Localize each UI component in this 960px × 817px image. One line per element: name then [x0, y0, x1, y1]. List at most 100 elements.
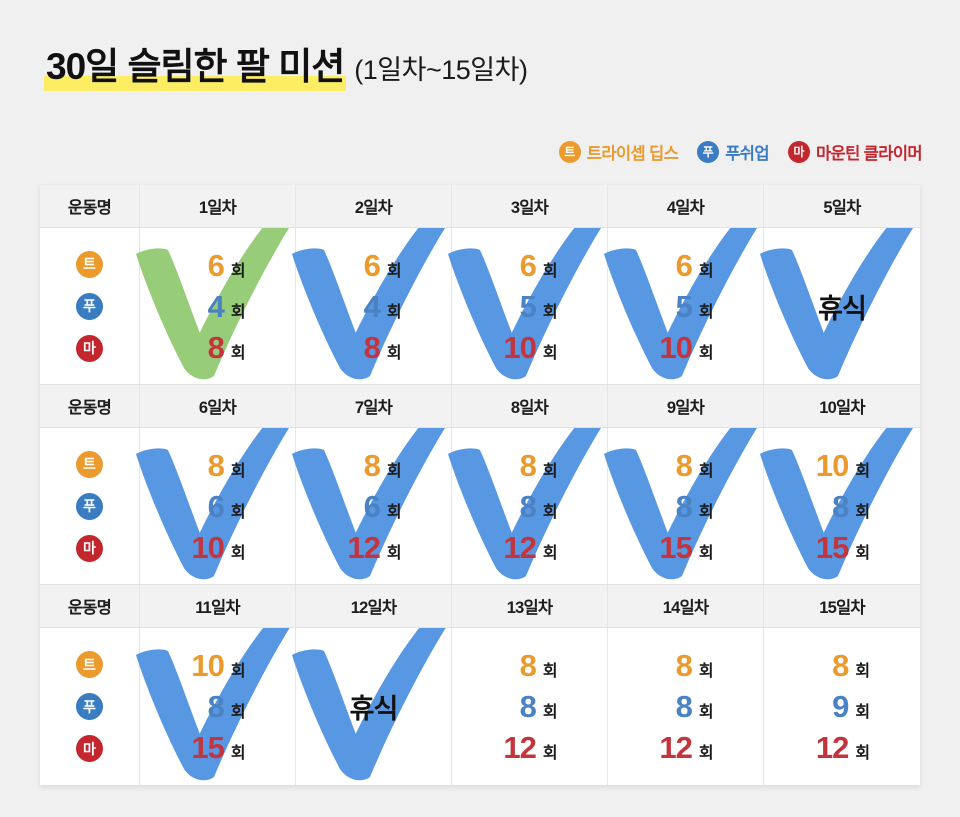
- rep-count: 8: [675, 488, 693, 524]
- rep-line: 10 회: [814, 450, 870, 481]
- pushup-badge-icon: 푸: [76, 693, 103, 720]
- rep-count: 9: [832, 689, 849, 724]
- checkmark-icon: [434, 198, 624, 398]
- rep-count: 8: [519, 447, 537, 483]
- page-title-range: (1일차~15일차): [354, 55, 528, 85]
- rep-line: 10 회: [502, 332, 557, 363]
- rep-unit: 회: [230, 544, 246, 562]
- legend-item: 마 마운틴 클라이머: [787, 140, 923, 164]
- table-row: 트 푸 마 10 회 8 회 15 회 휴식 8 회 8 회 12 회 8 회 8 회 12 회 8 회 9 회 12 회: [40, 610, 920, 785]
- checkmark-icon: [590, 398, 780, 598]
- table-header-row: 운동명 1일차 2일차 3일차 4일차 5일차: [40, 185, 920, 228]
- rep-unit: 회: [542, 745, 558, 762]
- rep-unit: 회: [542, 663, 558, 680]
- schedule-block: 운동명 6일차 7일차 8일차 9일차 10일차 트 푸 마 8 회 6 회 10 회 8 회 6 회 12 회 8 회 8 회…: [40, 385, 920, 585]
- rep-unit: 회: [855, 663, 870, 680]
- column-header-day: 3일차: [452, 185, 608, 227]
- triceps-dips-badge-icon: 트: [558, 141, 581, 163]
- rep-count: 8: [675, 447, 693, 483]
- page-title: 30일 슬림한 팔 미션 (1일차~15일차): [44, 36, 528, 91]
- column-header-exercise: 운동명: [40, 185, 140, 227]
- column-header-day: 4일차: [608, 185, 764, 227]
- day-cell[interactable]: 8 회 8 회 12 회: [447, 409, 608, 584]
- rep-unit: 회: [230, 745, 246, 762]
- rep-unit: 회: [698, 262, 714, 280]
- column-header-day: 10일차: [819, 399, 865, 417]
- rep-unit: 회: [386, 462, 402, 480]
- rep-unit: 회: [698, 462, 714, 480]
- schedule-block: 운동명 1일차 2일차 3일차 4일차 5일차 트 푸 마 6 회 4 회 8 회 6 회 4 회 8 회 6 회 5 회 10 회…: [40, 185, 920, 385]
- rep-unit: 회: [698, 303, 714, 321]
- rep-count: 4: [207, 288, 225, 324]
- rep-unit: 회: [230, 303, 246, 321]
- day-cell[interactable]: 8 회 9 회 12 회: [764, 628, 920, 785]
- day-cell[interactable]: 6 회 5 회 10 회: [447, 209, 608, 384]
- rep-count: 12: [347, 529, 380, 565]
- mountain-climber-badge-icon: 마: [787, 141, 810, 163]
- day-cell[interactable]: 8 회 6 회 10 회: [135, 409, 296, 584]
- day-cell[interactable]: 8 회 8 회 12 회: [608, 628, 764, 785]
- rep-line: 12 회: [502, 532, 557, 563]
- reps-stack: 8 회 6 회 12 회: [346, 450, 401, 563]
- reps-stack: 10 회 8 회 15 회: [814, 450, 870, 563]
- rep-line: 15 회: [814, 532, 870, 563]
- rep-unit: 회: [542, 704, 558, 721]
- rep-count: 15: [191, 730, 224, 765]
- triceps-dips-badge-icon: 트: [76, 450, 103, 478]
- table-header-row: 운동명 6일차 7일차 8일차 9일차 10일차: [40, 385, 920, 428]
- column-header-day: 6일차: [140, 385, 296, 427]
- table-header-row: 운동명 11일차 12일차 13일차 14일차 15일차: [40, 585, 920, 628]
- legend-item-label: 마운틴 클라이머: [815, 145, 923, 163]
- day-cell[interactable]: 10 회 8 회 15 회: [135, 610, 296, 785]
- triceps-dips-badge-icon: 트: [76, 651, 103, 678]
- rep-count: 10: [191, 529, 224, 565]
- rep-line: 12 회: [502, 732, 557, 763]
- day-cell[interactable]: 8 회 6 회 12 회: [291, 409, 452, 584]
- rep-count: 8: [675, 689, 693, 724]
- day-cell[interactable]: 10 회 8 회 15 회: [760, 409, 920, 584]
- legend-item: 푸 푸쉬업: [697, 140, 770, 164]
- column-header-day: 7일차: [296, 385, 452, 427]
- column-header-day: 5일차: [823, 199, 861, 217]
- reps-stack: 8 회 8 회 12 회: [502, 650, 557, 763]
- rep-count: 12: [503, 529, 536, 565]
- rep-unit: 회: [542, 544, 558, 562]
- column-header-day: 14일차: [608, 585, 764, 627]
- pushup-badge-icon: 푸: [76, 492, 103, 520]
- rep-count: 6: [363, 247, 381, 283]
- rep-count: 5: [519, 288, 537, 324]
- rep-unit: 회: [230, 344, 246, 362]
- day-cell[interactable]: 휴식: [760, 209, 920, 384]
- day-cell[interactable]: 8 회 8 회 12 회: [452, 628, 608, 785]
- day-cell[interactable]: 휴식: [291, 610, 452, 785]
- column-header-day: 9일차: [608, 385, 764, 427]
- rep-count: 8: [207, 329, 225, 365]
- rep-line: 12 회: [658, 732, 713, 763]
- day-cell[interactable]: 6 회 5 회 10 회: [603, 209, 764, 384]
- reps-stack: 8 회 8 회 12 회: [658, 650, 713, 763]
- day-cell[interactable]: 8 회 8 회 15 회: [603, 409, 764, 584]
- rep-line: 15 회: [190, 732, 245, 763]
- rep-line: 10 회: [658, 332, 713, 363]
- rep-unit: 회: [230, 663, 246, 680]
- checkmark-icon: [122, 398, 312, 598]
- rep-count: 8: [207, 447, 225, 483]
- rep-unit: 회: [386, 303, 402, 321]
